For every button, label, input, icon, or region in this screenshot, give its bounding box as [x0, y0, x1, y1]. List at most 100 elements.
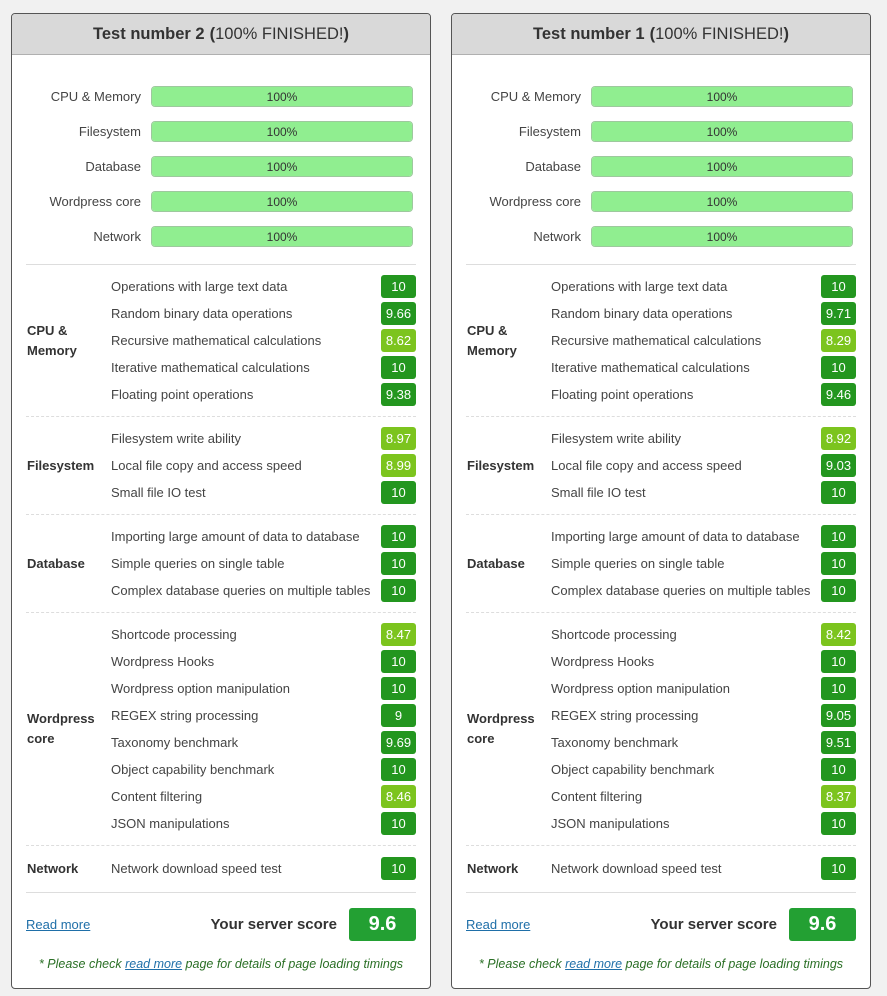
benchmark-label: Complex database queries on multiple tab… — [111, 583, 371, 598]
timing-note: * Please check read more page for detail… — [26, 941, 416, 971]
note-suffix: page for details of page loading timings — [622, 957, 844, 971]
benchmark-row: Content filtering 8.37 — [551, 783, 856, 810]
score-badge: 9.46 — [821, 383, 856, 406]
benchmark-label: Wordpress option manipulation — [111, 681, 290, 696]
benchmark-row: Complex database queries on multiple tab… — [111, 577, 416, 604]
benchmark-row: Operations with large text data 10 — [551, 273, 856, 300]
section-name: Wordpress core — [467, 711, 535, 746]
score-badge: 8.37 — [821, 785, 856, 808]
benchmark-row: Local file copy and access speed 8.99 — [111, 452, 416, 479]
score-badge: 8.99 — [381, 454, 416, 477]
progress-label: Network — [533, 229, 581, 244]
section-items: Network download speed test 10 — [551, 855, 856, 882]
progress-label: CPU & Memory — [50, 89, 141, 104]
note-read-more-link[interactable]: read more — [125, 957, 183, 971]
note-read-more-link[interactable]: read more — [565, 957, 623, 971]
benchmark-row: Taxonomy benchmark 9.51 — [551, 729, 856, 756]
benchmark-row: Importing large amount of data to databa… — [551, 523, 856, 550]
paren-close: ) — [343, 24, 349, 43]
benchmark-label: Iterative mathematical calculations — [551, 360, 750, 375]
benchmark-row: Floating point operations 9.46 — [551, 381, 856, 408]
benchmark-label: Operations with large text data — [551, 279, 728, 294]
benchmark-label: Small file IO test — [551, 485, 646, 500]
benchmark-row: Complex database queries on multiple tab… — [551, 577, 856, 604]
benchmark-label: Random binary data operations — [111, 306, 293, 321]
test-panel-1: Test number 1 (100% FINISHED!) CPU & Memor… — [451, 13, 871, 989]
panel-body: CPU & Memory 100% Filesystem 100% Database 10… — [12, 55, 430, 971]
benchmark-row: Wordpress Hooks 10 — [551, 648, 856, 675]
benchmark-row: Wordpress option manipulation 10 — [111, 675, 416, 702]
benchmark-row: Object capability benchmark 10 — [111, 756, 416, 783]
progress-fill: 100% — [592, 87, 852, 106]
read-more-link[interactable]: Read more — [26, 916, 91, 932]
score-footer: Read more Your server score 9.6 — [466, 893, 856, 941]
progress-fill: 100% — [152, 157, 412, 176]
benchmark-label: Taxonomy benchmark — [551, 735, 679, 750]
benchmark-label: Filesystem write ability — [111, 431, 242, 446]
progress-label: Database — [85, 159, 141, 174]
benchmark-label: Floating point operations — [111, 387, 254, 402]
server-score-label: Your server score — [650, 915, 777, 933]
score-badge: 10 — [381, 481, 416, 504]
benchmark-section: Database Importing large amount of data t… — [466, 515, 856, 613]
score-badge: 10 — [821, 677, 856, 700]
progress-fill: 100% — [152, 87, 412, 106]
score-badge: 8.97 — [381, 427, 416, 450]
progress-row: CPU & Memory 100% — [26, 79, 416, 114]
paren-open: ( — [209, 24, 216, 43]
note-prefix: * Please check — [38, 957, 126, 971]
section-name: CPU & Memory — [27, 322, 77, 358]
benchmark-row: Shortcode processing 8.42 — [551, 621, 856, 648]
benchmark-label: Network download speed test — [111, 861, 282, 876]
score-badge: 9.38 — [381, 383, 416, 406]
progress-fill: 100% — [152, 227, 412, 246]
panel-title: Test number 2 — [93, 24, 205, 43]
benchmark-row: Wordpress Hooks 10 — [111, 648, 416, 675]
score-badge: 10 — [381, 650, 416, 673]
section-name: Wordpress core — [27, 711, 95, 746]
benchmark-label: Object capability benchmark — [111, 762, 275, 777]
progress-bar: 100% — [591, 86, 853, 107]
benchmark-row: Small file IO test 10 — [551, 479, 856, 506]
progress-row: Network 100% — [466, 219, 856, 254]
paren-open: ( — [649, 24, 656, 43]
benchmark-label: Filesystem write ability — [551, 431, 682, 446]
progress-fill: 100% — [592, 192, 852, 211]
progress-bar: 100% — [151, 226, 413, 247]
score-badge: 10 — [381, 525, 416, 548]
server-score-value: 9.6 — [349, 907, 416, 941]
benchmark-section: CPU & Memory Operations with large text d… — [26, 265, 416, 417]
benchmark-label: JSON manipulations — [111, 816, 230, 831]
benchmark-row: Object capability benchmark 10 — [551, 756, 856, 783]
benchmark-row: Simple queries on single table 10 — [551, 550, 856, 577]
benchmark-label: REGEX string processing — [551, 708, 699, 723]
status-text: (100% FINISHED!) — [650, 25, 789, 44]
benchmark-section: Network Network download speed test 10 — [26, 846, 416, 893]
server-score: Your server score 9.6 — [650, 907, 856, 941]
benchmark-label: Simple queries on single table — [111, 556, 285, 571]
section-name: Network — [467, 860, 519, 876]
benchmark-section: Network Network download speed test 10 — [466, 846, 856, 893]
section-items: Shortcode processing 8.47 Wordpress Hooks 1… — [111, 621, 416, 837]
score-badge: 10 — [381, 812, 416, 835]
score-badge: 10 — [821, 812, 856, 835]
benchmark-label: Shortcode processing — [551, 627, 677, 642]
score-badge: 10 — [381, 579, 416, 602]
server-score-value: 9.6 — [789, 907, 856, 941]
benchmark-row: Shortcode processing 8.47 — [111, 621, 416, 648]
benchmark-label: Recursive mathematical calculations — [551, 333, 762, 348]
score-badge: 8.29 — [821, 329, 856, 352]
section-items: Filesystem write ability 8.97 Local file c… — [111, 425, 416, 506]
score-badge: 9.03 — [821, 454, 856, 477]
score-badge: 10 — [381, 356, 416, 379]
server-score: Your server score 9.6 — [210, 907, 416, 941]
read-more-link[interactable]: Read more — [466, 916, 531, 932]
progress-bar: 100% — [151, 156, 413, 177]
server-score-label: Your server score — [210, 915, 337, 933]
benchmark-section: Wordpress core Shortcode processing 8.42 Wo… — [466, 613, 856, 846]
progress-row: Database 100% — [466, 149, 856, 184]
note-suffix: page for details of page loading timings — [182, 957, 404, 971]
benchmark-label: Content filtering — [111, 789, 203, 804]
progress-label: Wordpress core — [489, 194, 581, 209]
progress-bar: 100% — [591, 226, 853, 247]
